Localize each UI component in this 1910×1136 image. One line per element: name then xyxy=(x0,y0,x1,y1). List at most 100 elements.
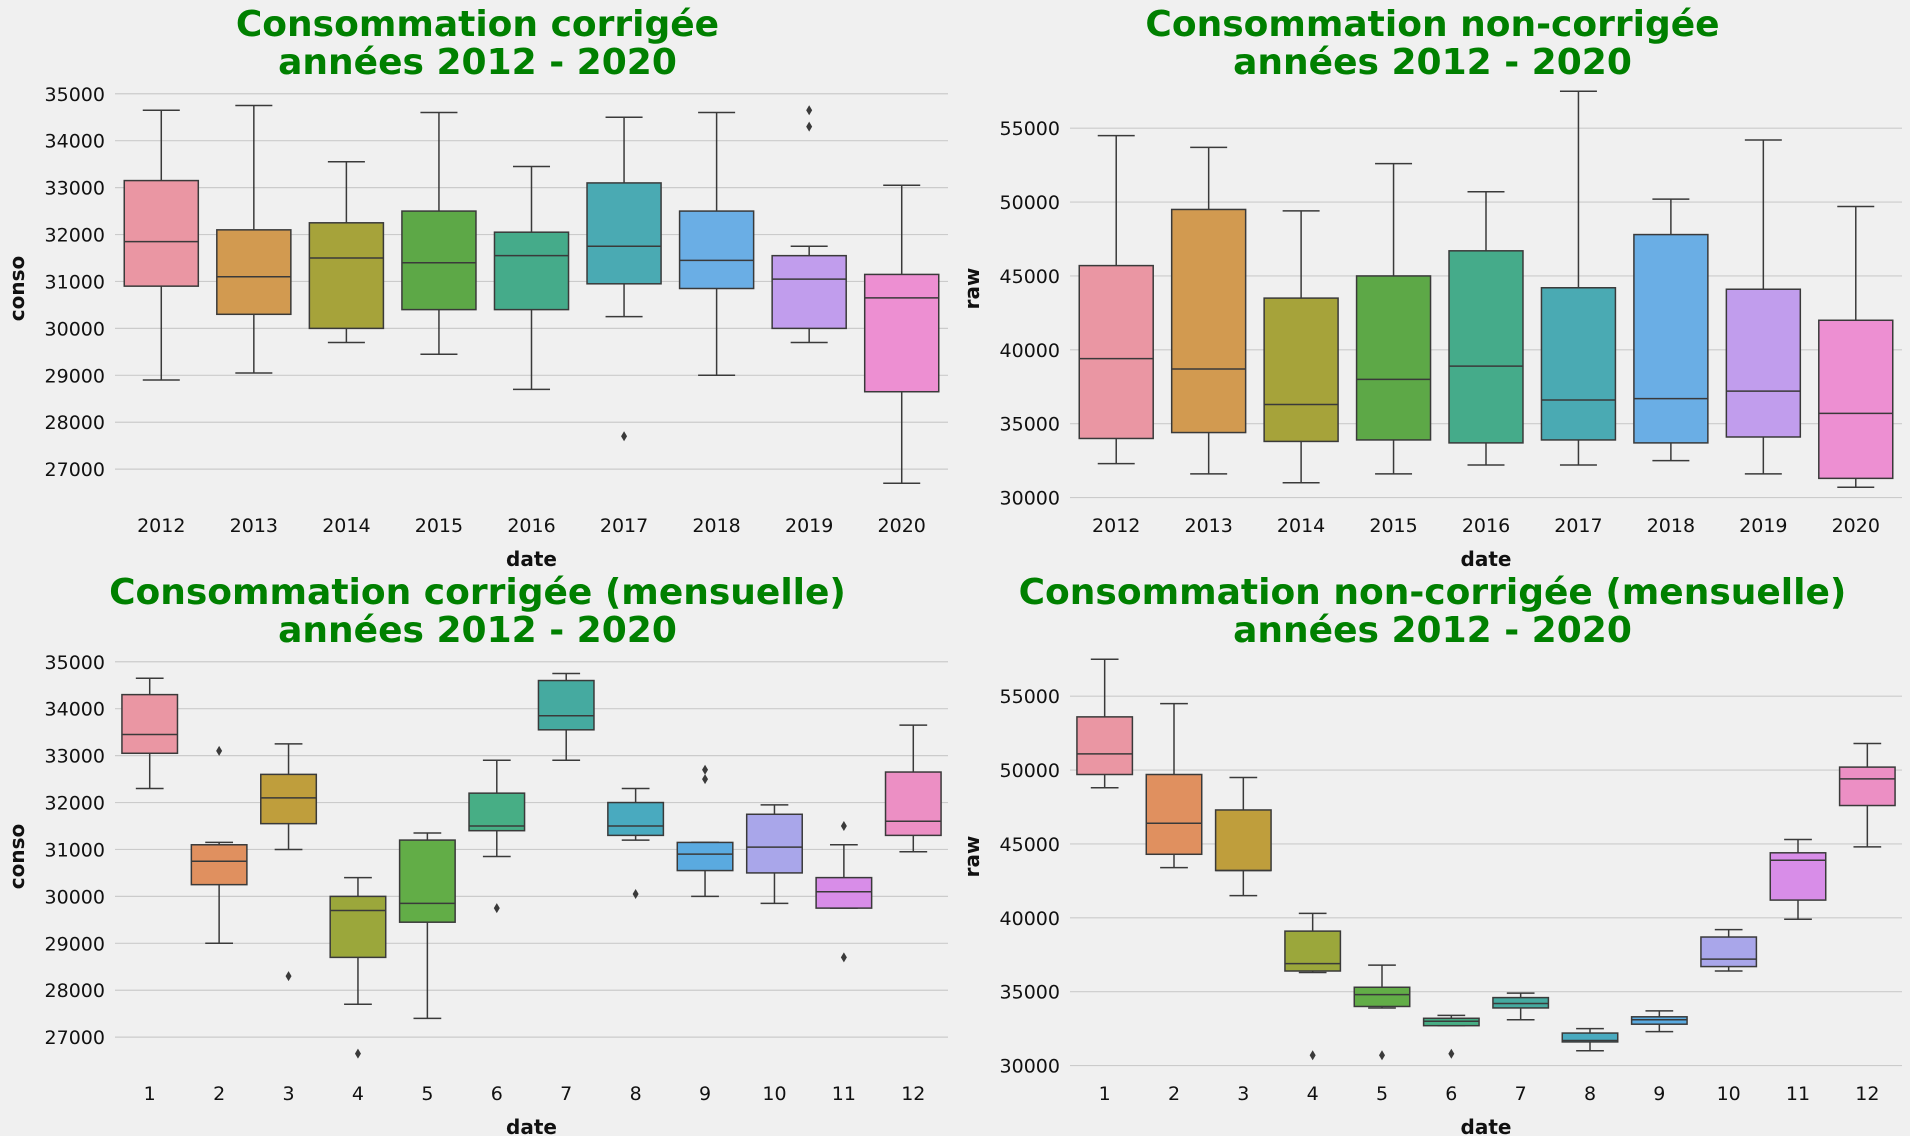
box-2012 xyxy=(1078,134,1154,465)
box-2014 xyxy=(1263,210,1339,484)
x-tick-label: 2 xyxy=(213,1083,225,1105)
box-iqr xyxy=(1076,716,1134,776)
x-tick-label: 2016 xyxy=(507,515,555,537)
outlier-point xyxy=(702,764,709,775)
x-tick-label: 12 xyxy=(1855,1083,1879,1105)
x-tick-label: 4 xyxy=(1307,1083,1319,1105)
chart-plot: 27000 28000 29000 30000 31000 32000 33000 34000… xyxy=(5,84,948,571)
x-tick-label: 4 xyxy=(352,1083,364,1105)
x-tick-label: 2017 xyxy=(1554,515,1602,537)
outlier-point xyxy=(702,774,709,785)
x-tick-label: 5 xyxy=(421,1083,433,1105)
x-tick-label: 6 xyxy=(491,1083,503,1105)
box-11 xyxy=(815,821,873,963)
box-iqr xyxy=(1355,275,1432,441)
chart-title: Consommation corrigée années 2012 - 2020 xyxy=(0,6,955,82)
box-iqr xyxy=(815,876,873,909)
y-tick-label: 40000 xyxy=(1000,340,1060,362)
y-tick-label: 31000 xyxy=(45,271,105,293)
box-2016 xyxy=(1448,190,1524,466)
box-2020 xyxy=(863,184,940,484)
box-iqr xyxy=(586,182,662,285)
x-tick-label: 10 xyxy=(1717,1083,1741,1105)
box-iqr xyxy=(1170,208,1247,434)
box-12 xyxy=(1838,742,1896,848)
x-tick-label: 2020 xyxy=(878,515,926,537)
outlier-point xyxy=(216,745,223,756)
x-tick-label: 9 xyxy=(699,1083,711,1105)
box-iqr xyxy=(121,693,179,755)
chart-title-line1: Consommation non-corrigée (mensuelle) xyxy=(1018,572,1847,613)
y-tick-label: 35000 xyxy=(45,84,105,106)
box-2015 xyxy=(401,111,477,355)
x-tick-label: 2012 xyxy=(1092,515,1140,537)
outlier-point xyxy=(1448,1048,1455,1059)
box-iqr xyxy=(1448,250,1524,444)
box-iqr xyxy=(1145,773,1203,856)
x-axis-label: date xyxy=(1461,547,1512,571)
y-axis-label: raw xyxy=(960,836,984,878)
box-2020 xyxy=(1818,205,1894,488)
box-iqr xyxy=(1725,288,1802,438)
box-iqr xyxy=(123,179,200,287)
box-11 xyxy=(1769,838,1827,921)
x-tick-label: 9 xyxy=(1653,1083,1665,1105)
y-tick-label: 35000 xyxy=(45,652,105,674)
box-5 xyxy=(1353,964,1411,1061)
y-tick-label: 55000 xyxy=(1000,118,1060,140)
x-tick-label: 6 xyxy=(1445,1083,1457,1105)
x-tick-label: 2019 xyxy=(1739,515,1787,537)
x-tick-label: 2014 xyxy=(322,515,370,537)
box-iqr xyxy=(771,254,847,330)
box-iqr xyxy=(1214,809,1272,872)
y-tick-label: 32000 xyxy=(45,793,105,815)
y-tick-label: 33000 xyxy=(45,746,105,768)
y-tick-label: 35000 xyxy=(1000,414,1060,436)
outlier-point xyxy=(840,821,847,831)
box-2 xyxy=(1145,702,1203,869)
outlier-point xyxy=(354,1048,361,1059)
x-tick-label: 2013 xyxy=(230,515,278,537)
x-tick-label: 11 xyxy=(1786,1083,1810,1105)
y-tick-label: 30000 xyxy=(45,886,105,908)
box-iqr xyxy=(537,679,595,731)
outlier-point xyxy=(840,952,847,963)
box-iqr xyxy=(884,771,942,837)
x-tick-label: 8 xyxy=(630,1083,642,1105)
y-tick-label: 32000 xyxy=(45,225,105,247)
x-tick-label: 2013 xyxy=(1184,515,1232,537)
chart-title-line2: années 2012 - 2020 xyxy=(1233,42,1632,83)
y-tick-label: 35000 xyxy=(1000,982,1060,1004)
chart-title-line1: Consommation corrigée xyxy=(235,4,720,45)
box-2016 xyxy=(493,165,570,391)
x-tick-label: 12 xyxy=(901,1083,925,1105)
chart-title: Consommation corrigée (mensuelle) années… xyxy=(0,574,955,650)
box-2015 xyxy=(1355,162,1432,475)
y-axis-label: raw xyxy=(960,268,984,310)
box-iqr xyxy=(190,844,248,886)
outlier-point xyxy=(632,889,639,900)
y-tick-label: 30000 xyxy=(1000,488,1060,510)
chart-plot: 30000 35000 40000 45000 50000 55000 2012 2013 20… xyxy=(960,90,1902,571)
x-tick-label: 5 xyxy=(1376,1083,1388,1105)
x-tick-label: 2014 xyxy=(1277,515,1325,537)
box-9 xyxy=(1630,1010,1688,1033)
box-3 xyxy=(1214,776,1272,897)
chart-plot: 27000 28000 29000 30000 31000 32000 33000 34000… xyxy=(5,652,948,1136)
x-tick-label: 2015 xyxy=(1369,515,1417,537)
box-3 xyxy=(260,743,318,982)
y-tick-label: 31000 xyxy=(45,839,105,861)
box-iqr xyxy=(1078,264,1154,440)
box-iqr xyxy=(1263,297,1339,443)
y-axis-label: conso xyxy=(5,824,29,889)
x-tick-label: 2017 xyxy=(600,515,648,537)
y-tick-label: 33000 xyxy=(45,178,105,200)
box-7 xyxy=(1492,992,1550,1021)
y-tick-label: 30000 xyxy=(1000,1056,1060,1078)
x-tick-label: 11 xyxy=(832,1083,856,1105)
box-iqr xyxy=(1561,1032,1619,1043)
box-7 xyxy=(537,672,595,762)
box-9 xyxy=(676,764,734,898)
box-2019 xyxy=(771,105,847,344)
